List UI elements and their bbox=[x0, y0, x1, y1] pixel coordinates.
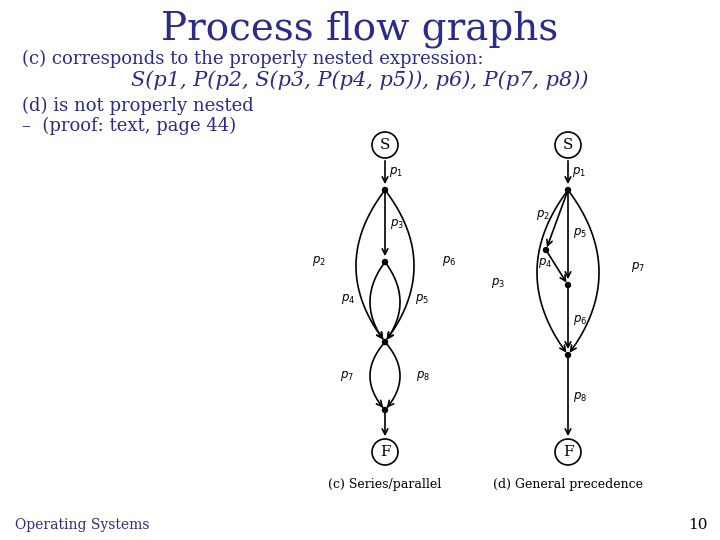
Circle shape bbox=[382, 408, 387, 413]
Circle shape bbox=[382, 340, 387, 345]
Text: $p_5$: $p_5$ bbox=[573, 226, 587, 240]
Text: S(p1, P(p2, S(p3, P(p4, p5)), p6), P(p7, p8)): S(p1, P(p2, S(p3, P(p4, p5)), p6), P(p7,… bbox=[131, 70, 589, 90]
Circle shape bbox=[565, 353, 570, 357]
Circle shape bbox=[372, 439, 398, 465]
Text: $p_2$: $p_2$ bbox=[536, 208, 550, 222]
Text: $p_6$: $p_6$ bbox=[573, 313, 587, 327]
Text: Operating Systems: Operating Systems bbox=[15, 518, 150, 532]
Text: (d) General precedence: (d) General precedence bbox=[493, 478, 643, 491]
Text: (c) Series/parallel: (c) Series/parallel bbox=[328, 478, 441, 491]
Circle shape bbox=[382, 187, 387, 192]
Circle shape bbox=[565, 282, 570, 287]
Text: –  (proof: text, page 44): – (proof: text, page 44) bbox=[22, 117, 236, 135]
Text: (d) is not properly nested: (d) is not properly nested bbox=[22, 97, 253, 115]
Text: S: S bbox=[563, 138, 573, 152]
Text: $p_7$: $p_7$ bbox=[340, 369, 354, 383]
Text: F: F bbox=[379, 445, 390, 459]
Circle shape bbox=[382, 260, 387, 265]
Text: $p_3$: $p_3$ bbox=[390, 217, 404, 231]
Text: $p_7$: $p_7$ bbox=[631, 260, 645, 274]
Circle shape bbox=[372, 132, 398, 158]
Text: F: F bbox=[563, 445, 573, 459]
Text: $p_8$: $p_8$ bbox=[573, 390, 587, 404]
Circle shape bbox=[555, 439, 581, 465]
Text: S: S bbox=[380, 138, 390, 152]
Text: $p_6$: $p_6$ bbox=[442, 254, 456, 268]
Text: $p_4$: $p_4$ bbox=[538, 256, 552, 271]
Text: (c) corresponds to the properly nested expression:: (c) corresponds to the properly nested e… bbox=[22, 50, 484, 68]
Circle shape bbox=[565, 187, 570, 192]
Text: $p_1$: $p_1$ bbox=[389, 165, 403, 179]
Circle shape bbox=[544, 247, 549, 253]
Text: 10: 10 bbox=[688, 518, 708, 532]
Text: $p_1$: $p_1$ bbox=[572, 165, 586, 179]
Text: Process flow graphs: Process flow graphs bbox=[161, 10, 559, 48]
Text: $p_4$: $p_4$ bbox=[341, 292, 355, 306]
Text: $p_5$: $p_5$ bbox=[415, 292, 429, 306]
Text: $p_8$: $p_8$ bbox=[416, 369, 430, 383]
Circle shape bbox=[555, 132, 581, 158]
Text: $p_2$: $p_2$ bbox=[312, 254, 326, 268]
Text: $p_3$: $p_3$ bbox=[491, 275, 505, 289]
